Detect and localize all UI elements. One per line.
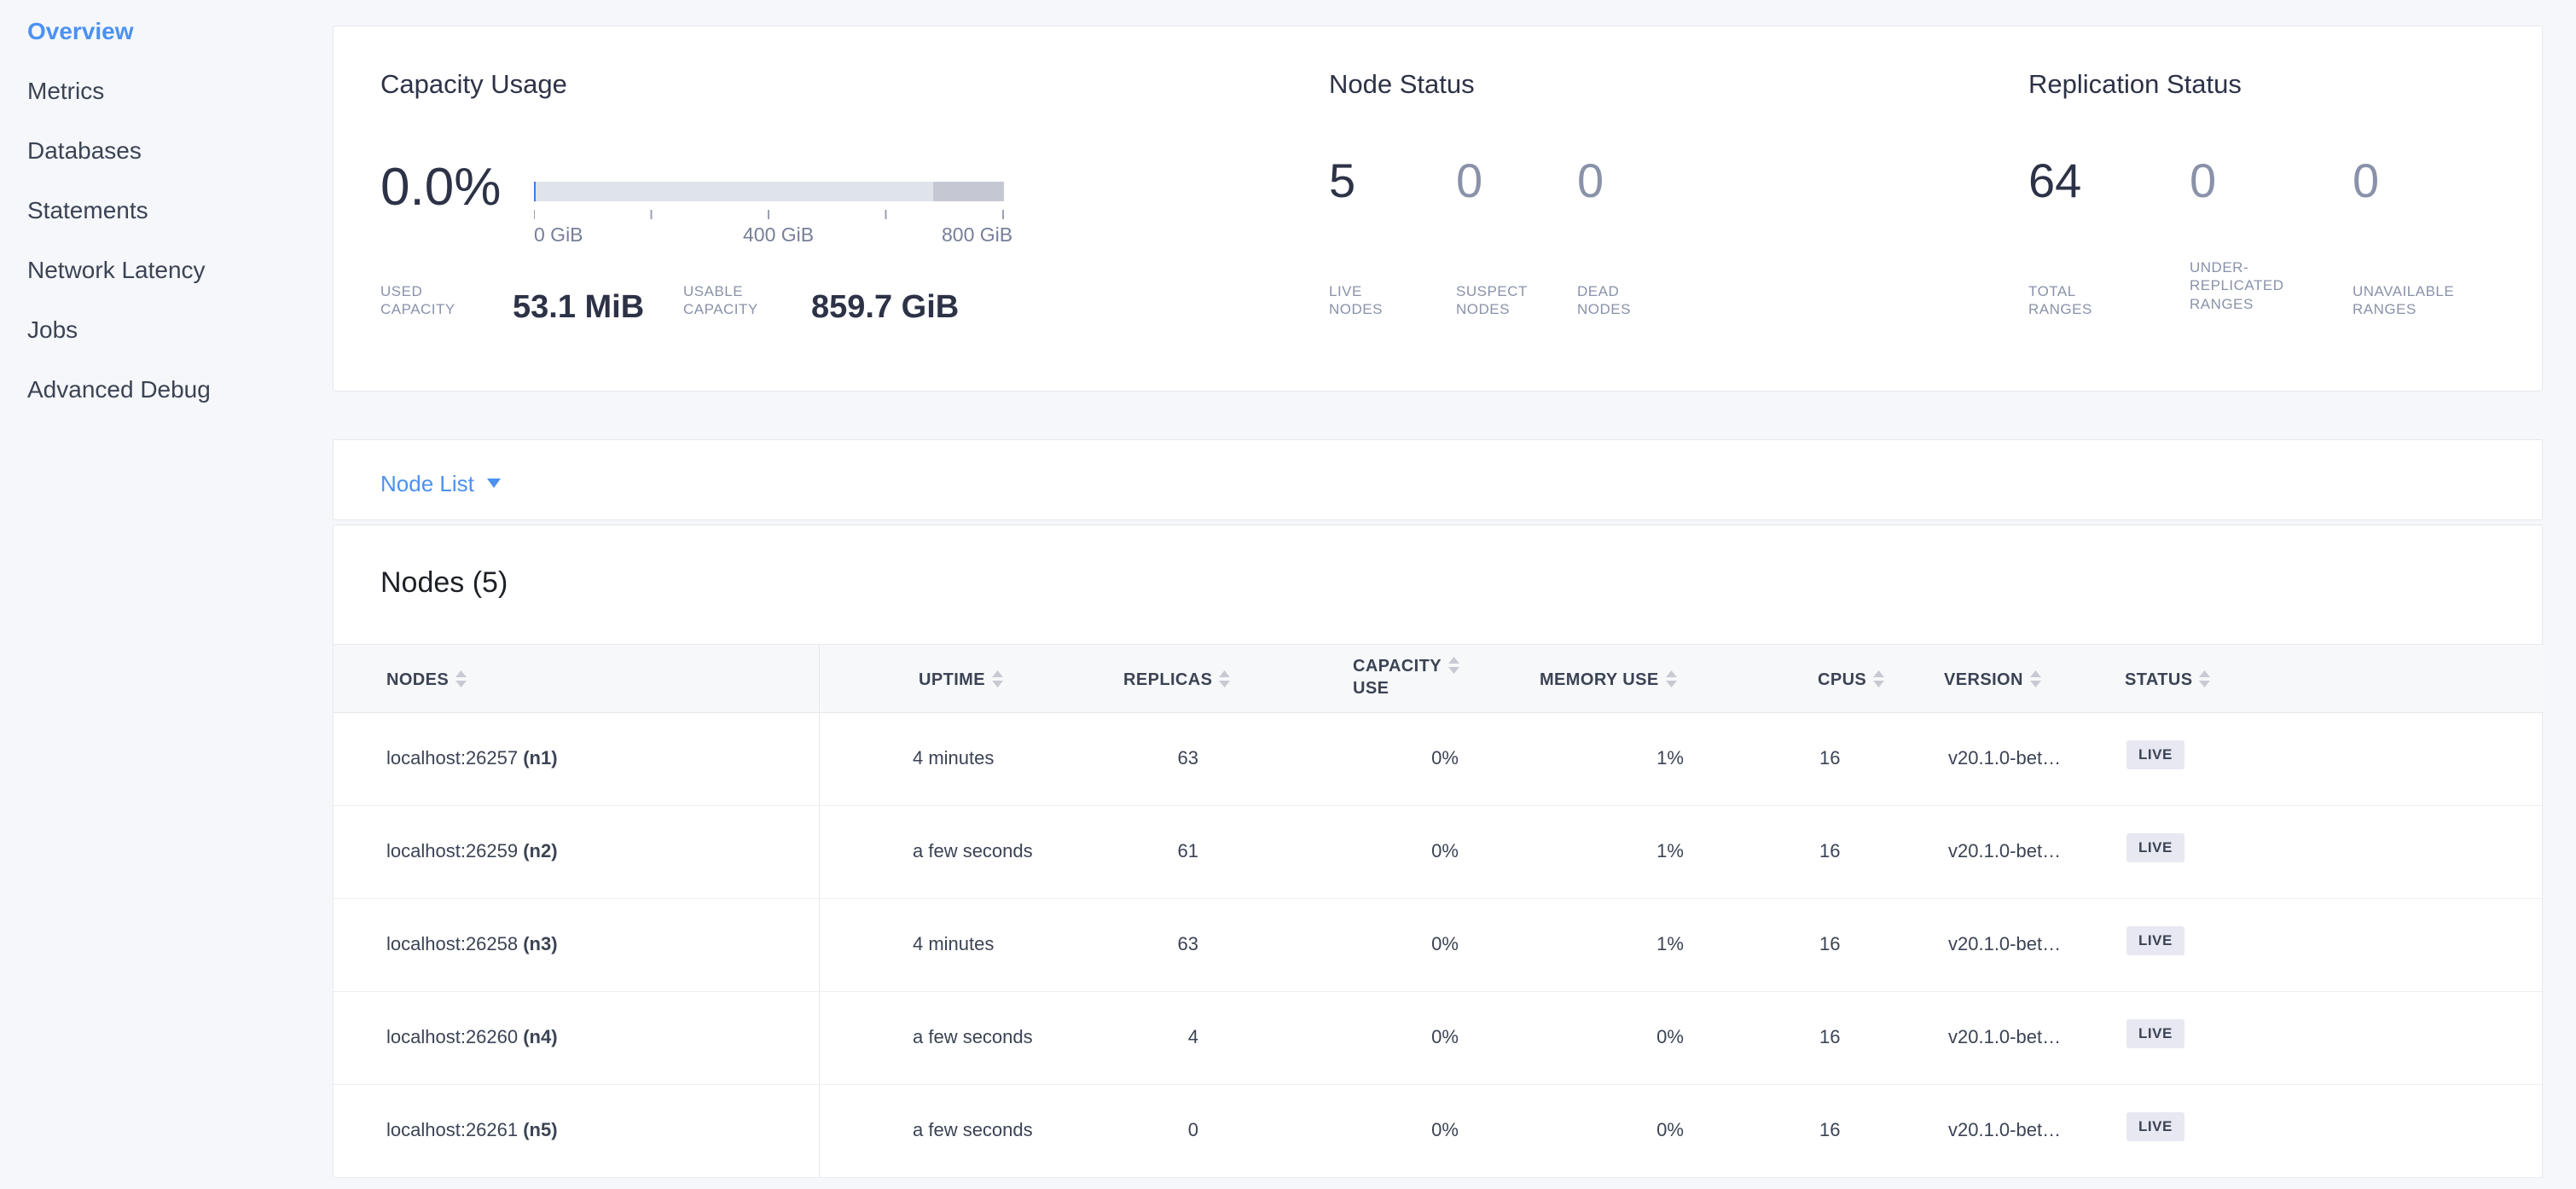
svg-text:0 GiB: 0 GiB bbox=[534, 223, 583, 246]
svg-text:400 GiB: 400 GiB bbox=[743, 223, 814, 246]
svg-text:800 GiB: 800 GiB bbox=[942, 223, 1012, 246]
